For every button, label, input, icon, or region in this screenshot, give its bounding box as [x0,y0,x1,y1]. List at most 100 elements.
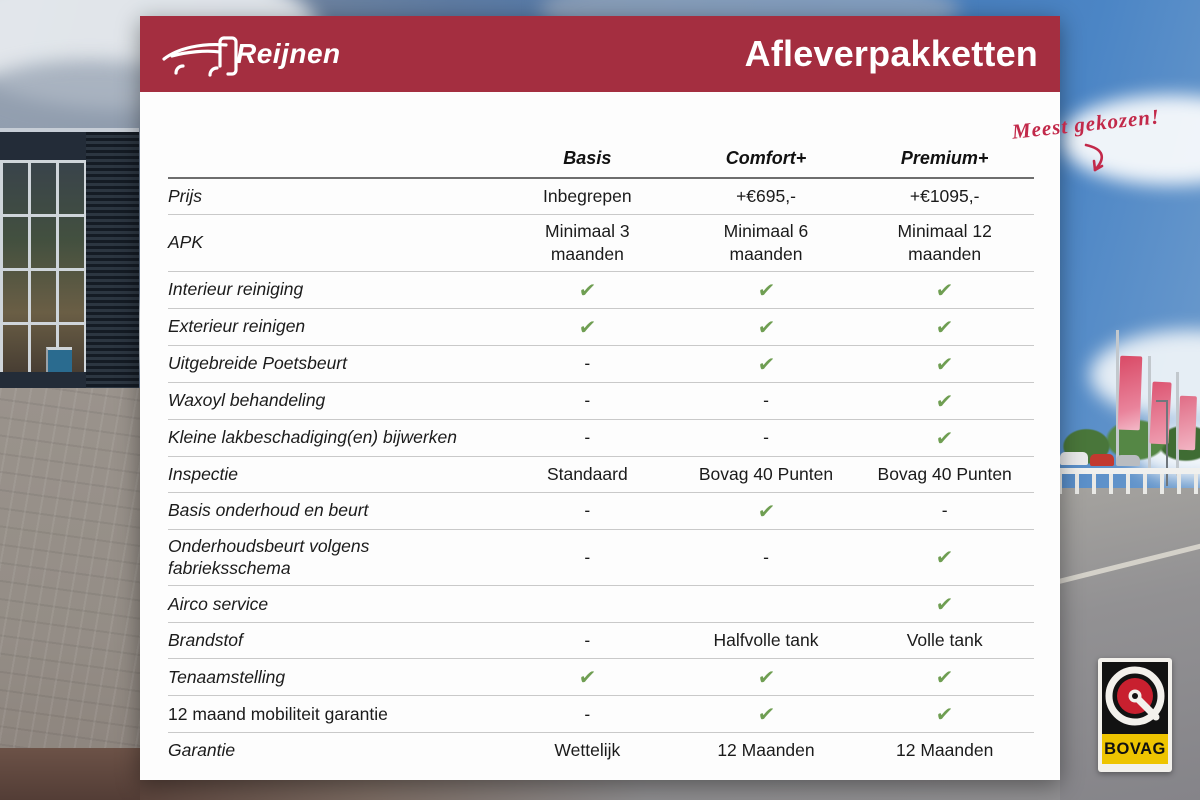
cell-comfort: 12 Maanden [717,740,815,761]
parked-car [1060,452,1088,465]
table-row: Inspectie Standaard Bovag 40 Punten Bova… [168,457,1034,493]
column-header-basis: Basis [563,148,612,168]
page-title: Afleverpakketten [744,33,1038,74]
check-icon: ✔ [577,314,597,339]
cell-comfort: Halfvolle tank [713,630,819,651]
afleverpakketten-card: Reijnen Afleverpakketten Meest gekozen! … [140,16,1161,780]
column-header-premium: Premium+ [900,148,989,168]
check-icon: ✔ [756,702,776,726]
dash-cell: - [763,390,769,411]
check-icon: ✔ [756,277,776,302]
row-label: Exterieur reinigen [168,316,306,337]
check-icon: ✔ [935,314,955,339]
table-row: Interieur reiniging ✔ ✔ ✔ [168,272,1034,309]
cell-basis: Standaard [546,463,628,484]
column-header-comfort: Comfort+ [725,148,807,168]
dealership-building [0,128,139,394]
dash-cell: - [763,427,769,448]
table-row: Garantie Wettelijk 12 Maanden 12 Maanden [168,733,1034,768]
dash-cell: - [584,353,591,374]
cell-basis: Wettelijk [554,740,621,761]
table-row: Exterieur reinigen ✔ ✔ ✔ [168,309,1034,346]
bovag-wordmark: BOVAG [1102,734,1168,764]
empty-cell [498,599,677,609]
cell-premium: 12 Maanden [896,740,994,761]
table-row: APK Minimaal 3 maanden Minimaal 6 maande… [168,215,1034,272]
dash-cell: - [584,546,591,567]
building-siding [86,132,139,394]
row-label: Uitgebreide Poetsbeurt [168,353,347,374]
row-label: Brandstof [168,630,243,651]
row-label: Inspectie [168,463,239,484]
table-body: Prijs Inbegrepen +€695,- +€1095,- APK Mi… [168,179,1034,768]
row-label: Onderhoudsbeurt volgens fabrieksschema [168,535,370,579]
table-row: Tenaamstelling ✔ ✔ ✔ [168,659,1034,696]
dash-cell: - [584,703,591,724]
street-lamp [1156,400,1168,486]
row-label: 12 maand mobiliteit garantie [168,703,388,724]
car-logo-icon [162,36,238,77]
curved-arrow-icon [1084,143,1104,172]
bench [46,347,72,372]
row-label: APK [168,232,204,253]
dash-cell: - [584,630,591,651]
check-icon: ✔ [935,702,955,726]
dash-cell: - [584,427,591,448]
cell-premium: Minimaal 12 maanden [897,221,992,264]
advertising-flag [1178,395,1197,451]
table-row: 12 maand mobiliteit garantie - ✔ ✔ [168,696,1034,733]
guardrail-fence [1058,468,1200,494]
cell-comfort: Minimaal 6 maanden [723,221,809,264]
dash-cell: - [763,546,769,567]
check-icon: ✔ [756,665,776,689]
advertising-flag [1117,355,1143,431]
row-label: Prijs [168,186,203,207]
check-icon: ✔ [935,277,955,302]
check-icon: ✔ [935,351,955,376]
empty-cell [677,599,856,609]
row-label: Tenaamstelling [168,666,286,687]
brand-name: Reijnen [236,38,341,69]
row-label: Kleine lakbeschadiging(en) bijwerken [168,427,457,448]
package-comparison-table: Basis Comfort+ Premium+ Prijs Inbegrepen… [168,144,1034,768]
table-row: Uitgebreide Poetsbeurt - ✔ ✔ [168,346,1034,383]
check-icon: ✔ [756,498,776,523]
pavement-under-card [140,780,1060,800]
building-windows [0,160,86,372]
check-icon: ✔ [935,592,955,616]
table-row: Waxoyl behandeling - - ✔ [168,383,1034,420]
bovag-gauge-icon [1102,662,1168,734]
flag-pole [1116,330,1119,464]
table-header-row: Basis Comfort+ Premium+ [168,144,1034,179]
flag-pole [1176,372,1179,476]
card-header: Reijnen Afleverpakketten [140,16,1060,92]
check-icon: ✔ [577,665,597,689]
cell-comfort: Bovag 40 Punten [698,463,834,484]
row-label: Interieur reiniging [168,279,304,300]
table-row: Onderhoudsbeurt volgens fabrieksschema -… [168,530,1034,586]
cell-comfort: +€695,- [736,186,796,207]
check-icon: ✔ [756,314,776,339]
table-row: Prijs Inbegrepen +€695,- +€1095,- [168,179,1034,215]
check-icon: ✔ [935,665,955,689]
table-row: Airco service ✔ [168,586,1034,623]
check-icon: ✔ [935,388,955,413]
cell-premium: Bovag 40 Punten [877,463,1012,484]
check-icon: ✔ [577,277,597,302]
check-icon: ✔ [756,351,776,376]
dash-cell: - [941,500,948,521]
table-row: Kleine lakbeschadiging(en) bijwerken - -… [168,420,1034,457]
cell-premium: +€1095,- [909,186,980,207]
flag-pole [1148,356,1151,472]
parked-car [1090,454,1114,466]
pavement-dark-strip [0,748,140,800]
table-row: Basis onderhoud en beurt - ✔ - [168,493,1034,530]
dash-cell: - [584,390,591,411]
cell-premium: Volle tank [906,630,983,651]
row-label: Waxoyl behandeling [168,390,326,411]
pavement [0,388,140,800]
reijnen-logo: Reijnen [162,28,341,80]
parked-car [1116,455,1140,466]
cell-basis: Inbegrepen [543,186,632,207]
